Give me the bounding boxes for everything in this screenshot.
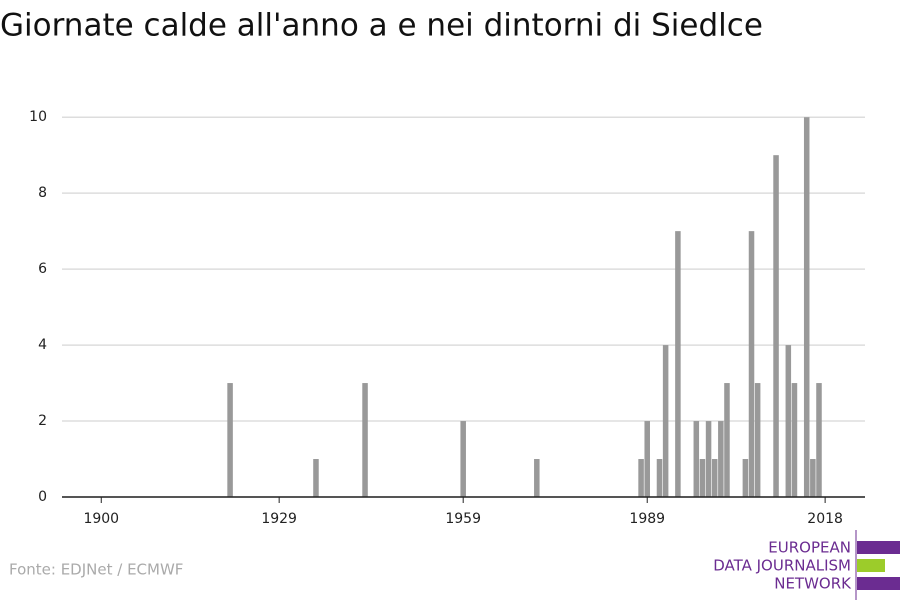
bar [754,383,761,497]
logo-block [857,577,900,590]
bar [699,459,706,497]
logo-text: NETWORK [774,575,852,593]
y-tick-label: 0 [38,489,47,505]
x-tick-label: 1989 [629,511,665,527]
bar [718,421,724,497]
bar [705,421,712,497]
bar [724,383,730,497]
bar [644,421,650,497]
y-tick-label: 8 [38,185,47,201]
logo-text: DATA JOURNALISM [713,557,851,575]
bar [227,383,233,497]
bar [662,345,669,497]
x-tick-label: 2018 [807,511,843,527]
bar [748,231,755,497]
x-tick-label: 1959 [445,511,481,527]
bar [460,421,466,497]
bar [534,459,540,497]
y-tick-label: 6 [38,261,47,277]
bar [693,421,700,497]
bar [362,383,368,497]
logo-block [857,559,885,572]
chart-title: Giornate calde all'anno a e nei dintorni… [0,8,763,44]
bar [810,459,816,497]
source: Fonte: EDJNet / ECMWF [9,561,183,579]
logo: EUROPEAN DATA JOURNALISM NETWORK [713,530,900,600]
logo-block [857,541,900,554]
logo-text: EUROPEAN [768,539,851,557]
x-tick-label: 1929 [261,511,297,527]
bar [773,155,779,497]
y-tick-label: 4 [38,337,47,353]
bar [816,383,822,497]
bar [313,459,319,497]
bar [675,231,681,497]
bar [791,383,798,497]
x-tick-label: 1900 [83,511,119,527]
bar [742,459,749,497]
y-tick-label: 10 [29,109,47,125]
y-tick-label: 2 [38,413,47,429]
bar [785,345,792,497]
bar [656,459,663,497]
bar [803,117,810,497]
bar [711,459,718,497]
bar [638,459,644,497]
